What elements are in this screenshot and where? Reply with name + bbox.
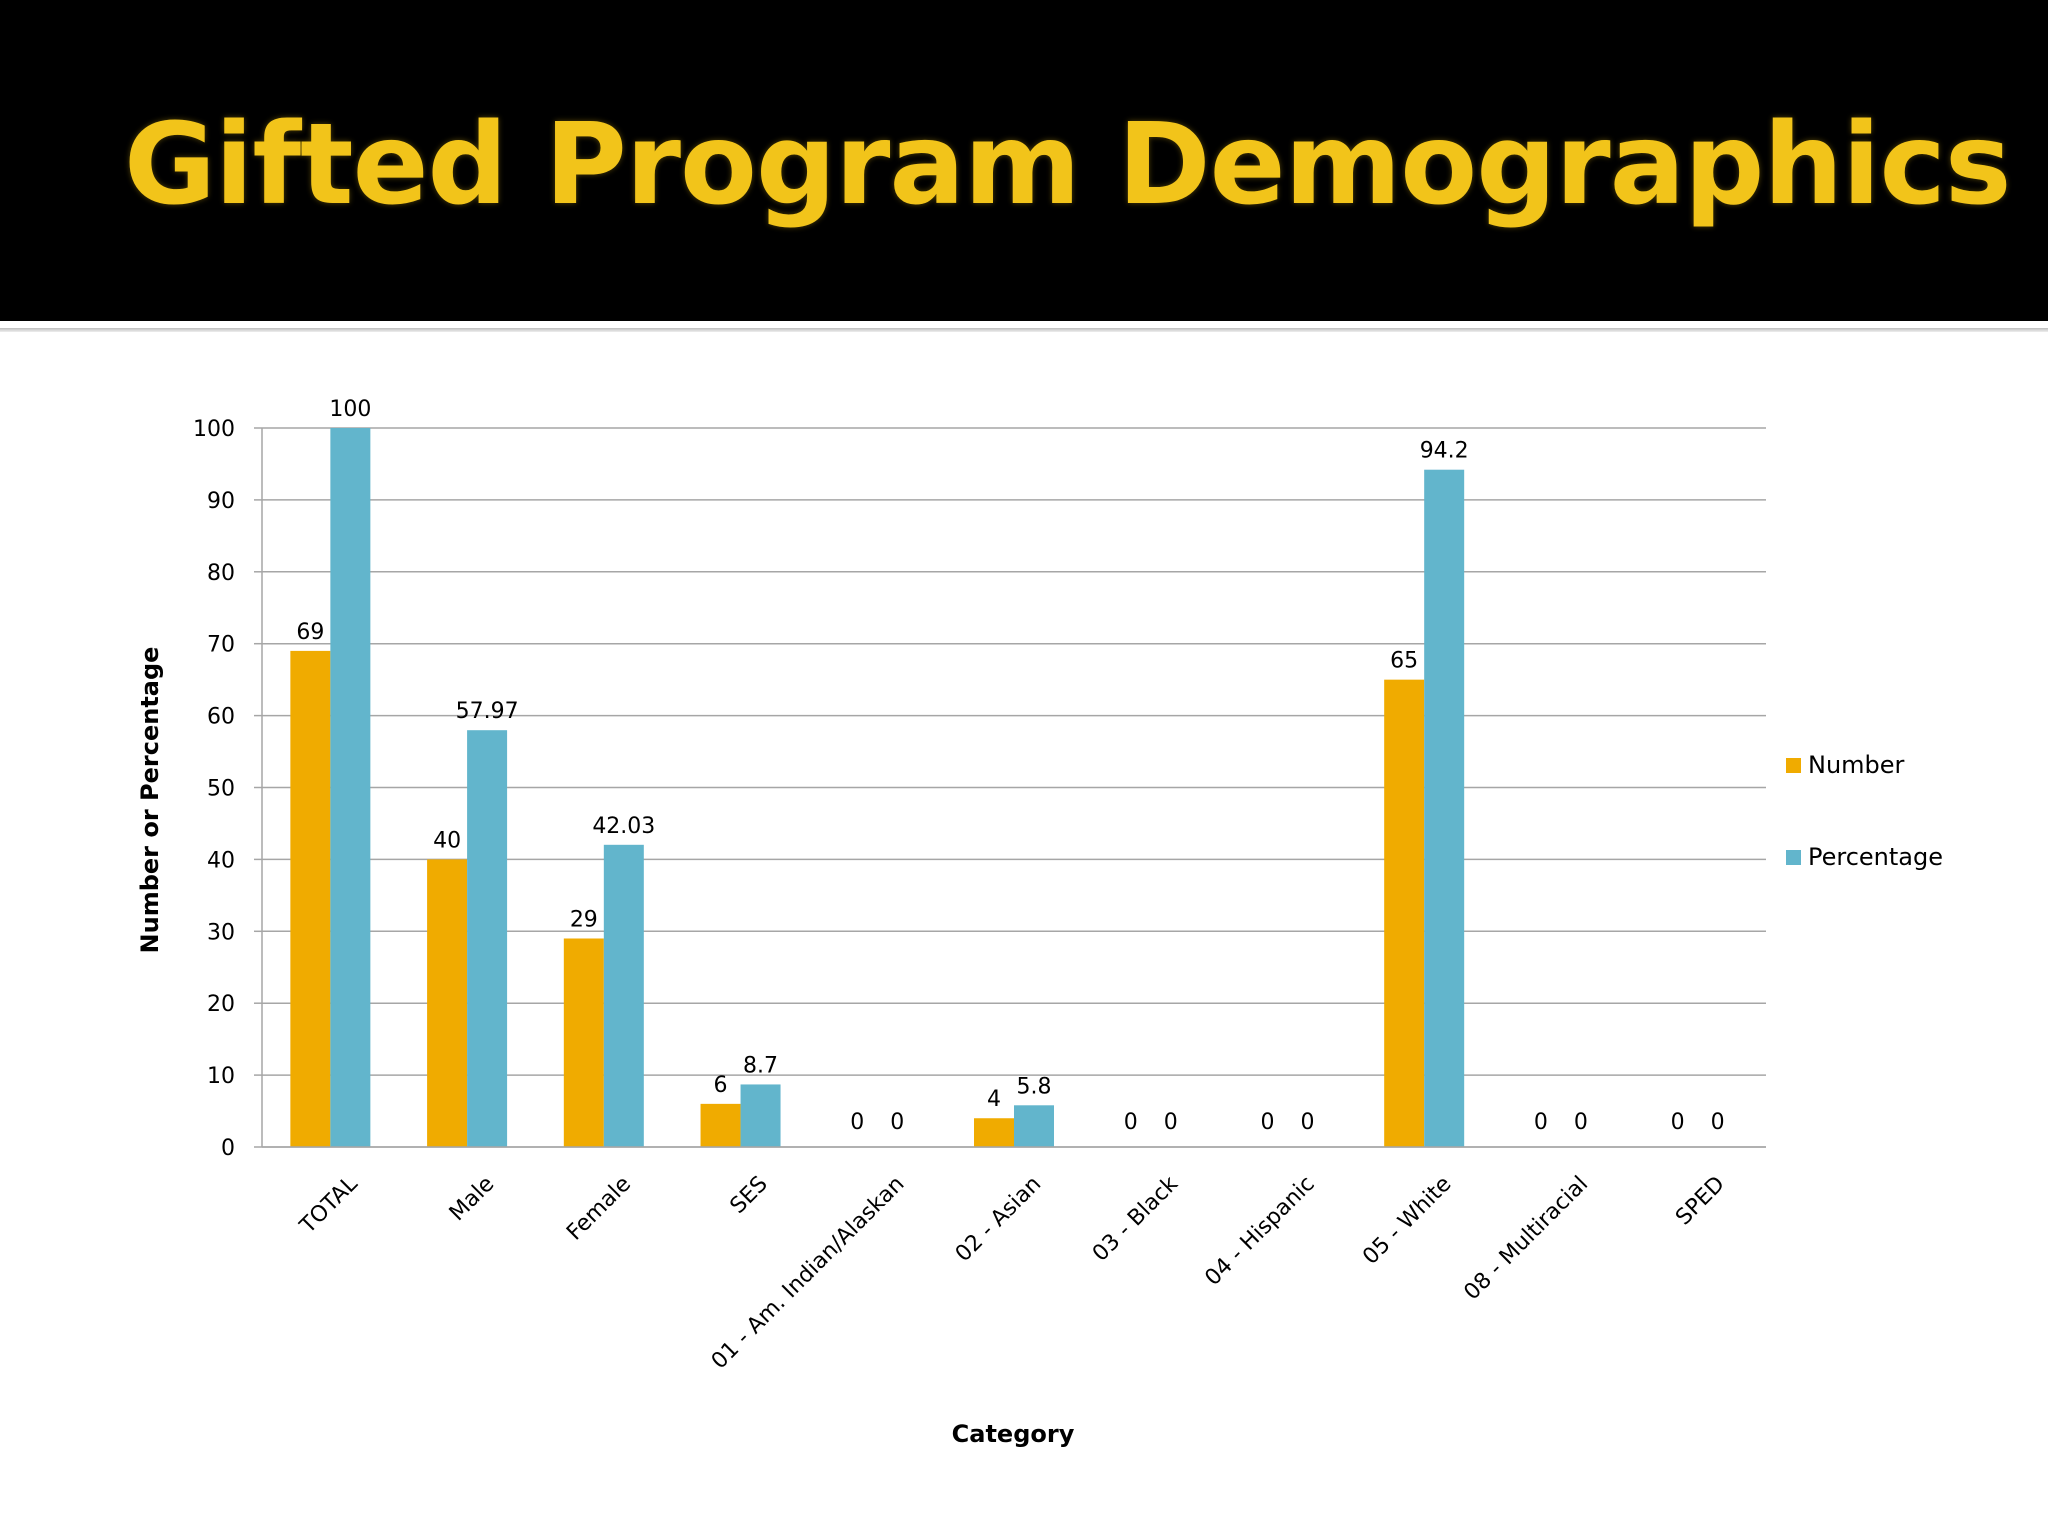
y-tick-label: 80: [207, 561, 235, 586]
number-data-label: 29: [570, 907, 598, 932]
number-data-label: 0: [850, 1110, 864, 1135]
percentage-bar: [1424, 469, 1465, 1147]
percentage-data-label: 94.2: [1420, 439, 1469, 464]
percentage-data-label: 0: [1300, 1110, 1314, 1135]
number-bar: [563, 938, 604, 1147]
y-tick-label: 0: [221, 1136, 235, 1161]
legend-swatch-percentage: [1786, 850, 1801, 865]
percentage-data-label: 100: [329, 397, 371, 422]
percentage-data-label: 0: [890, 1110, 904, 1135]
y-tick-labels: 0 10 20 30 40 50 60 70 80 90 100: [193, 417, 235, 1161]
percentage-data-label: 8.7: [743, 1053, 778, 1078]
number-data-label: 0: [1260, 1110, 1274, 1135]
percentage-data-label: 5.8: [1017, 1074, 1052, 1099]
number-bar: [974, 1118, 1014, 1147]
x-tick-label: TOTAL: [295, 1171, 363, 1239]
x-tick-label: 02 - Asian: [951, 1172, 1046, 1267]
y-tick-label: 20: [207, 992, 235, 1017]
legend-label-number: Number: [1808, 751, 1905, 779]
x-tick-label: SPED: [1671, 1172, 1730, 1231]
number-data-label: 69: [296, 620, 324, 645]
number-bar: [427, 859, 468, 1147]
title-band: Gifted Program Demographics: [0, 0, 2048, 321]
x-tick-label: Male: [445, 1172, 500, 1227]
x-tick-label: SES: [726, 1172, 773, 1219]
number-data-label: 0: [1534, 1110, 1548, 1135]
x-axis-title: Category: [952, 1420, 1075, 1448]
number-data-label: 4: [987, 1087, 1001, 1112]
gridlines: [254, 427, 1766, 1148]
x-tick-label: 03 - Black: [1088, 1171, 1183, 1266]
percentage-bar: [330, 428, 371, 1147]
axes: [261, 428, 1766, 1148]
x-tick-label: Female: [562, 1172, 636, 1246]
data-labels: 69 100 40 57.97 29 42.03 6 8.7 0 0 4 5.8 0 0 0 0 65 94.2 0…: [296, 397, 1724, 1135]
y-tick-label: 70: [207, 633, 235, 658]
number-bar: [1384, 679, 1425, 1147]
percentage-data-label: 0: [1164, 1110, 1178, 1135]
y-axis-title: Number or Percentage: [136, 647, 164, 954]
percentage-bar: [603, 844, 644, 1147]
percentage-data-label: 0: [1574, 1110, 1588, 1135]
number-data-label: 6: [714, 1073, 728, 1098]
percentage-bar: [740, 1084, 781, 1147]
slide-title: Gifted Program Demographics: [124, 100, 2012, 230]
percentage-bar: [1014, 1105, 1054, 1147]
y-tick-label: 50: [207, 777, 235, 802]
percentage-bar: [467, 730, 508, 1147]
bars: [290, 428, 1465, 1147]
y-tick-label: 10: [207, 1064, 235, 1089]
number-bar: [290, 650, 331, 1147]
y-tick-label: 40: [207, 848, 235, 873]
percentage-data-label: 42.03: [592, 814, 655, 839]
number-data-label: 65: [1390, 649, 1418, 674]
legend-label-percentage: Percentage: [1808, 843, 1943, 871]
legend: Number Percentage: [1786, 751, 1943, 871]
y-tick-label: 100: [193, 417, 235, 442]
number-bar: [700, 1103, 741, 1147]
x-tick-label: 08 - Multiracial: [1459, 1172, 1593, 1306]
title-divider: [0, 328, 2048, 332]
percentage-data-label: 0: [1711, 1110, 1725, 1135]
legend-swatch-number: [1786, 758, 1801, 773]
number-data-label: 0: [1671, 1110, 1685, 1135]
number-data-label: 40: [433, 828, 461, 853]
y-tick-label: 60: [207, 705, 235, 730]
y-tick-label: 90: [207, 489, 235, 514]
percentage-data-label: 57.97: [456, 699, 519, 724]
x-tick-label: 04 - Hispanic: [1200, 1172, 1319, 1291]
y-tick-label: 30: [207, 920, 235, 945]
number-data-label: 0: [1124, 1110, 1138, 1135]
x-tick-label: 05 - White: [1358, 1172, 1456, 1270]
